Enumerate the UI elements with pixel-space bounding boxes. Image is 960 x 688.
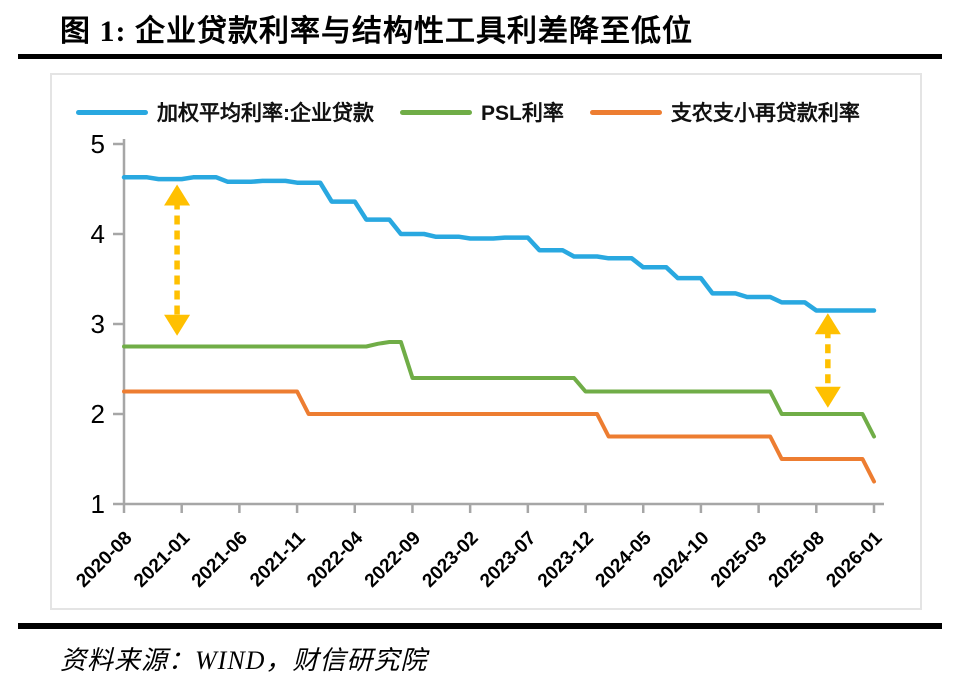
x-tick-label: 2023-12	[534, 528, 598, 592]
figure-title: 图 1: 企业贷款利率与结构性工具利差降至低位	[60, 15, 693, 48]
legend-label: 加权平均利率:企业贷款	[157, 102, 374, 125]
y-tick-label: 2	[91, 399, 105, 429]
legend-item-psl-rate: PSL利率	[400, 97, 564, 127]
legend-item-relending-rate: 支农支小再贷款利率	[589, 97, 860, 127]
x-tick-label: 2023-07	[476, 528, 540, 592]
x-tick-label: 2025-08	[765, 528, 829, 592]
series-line-2	[122, 389, 876, 484]
legend-item-corporate-loan-rate: 加权平均利率:企业贷款	[76, 97, 374, 127]
axes: 1 2 3 4 5 2020-082021-012021-062021-112022-04…	[72, 129, 886, 592]
chart-canvas: 1 2 3 4 5 2020-082021-012021-062021-112022-04…	[72, 129, 886, 592]
y-tick-label: 5	[91, 129, 105, 159]
series-line-1	[122, 340, 876, 439]
x-tick-label: 2020-08	[72, 528, 136, 592]
source-attribution: 资料来源：WIND，财信研究院	[60, 646, 428, 675]
x-tick-label: 2022-04	[303, 527, 367, 591]
spread-arrow-0	[164, 184, 191, 336]
chart-legend: 加权平均利率:企业贷款 PSL利率 支农支小再贷款利率	[76, 97, 860, 127]
arrow-head-down-icon	[814, 386, 841, 408]
x-tick-label: 2026-01	[822, 527, 886, 591]
arrow-head-up-icon	[164, 184, 191, 206]
series-line-0	[121, 175, 877, 313]
spread-arrow-1	[814, 313, 841, 408]
y-tick-label: 3	[91, 309, 105, 339]
arrow-head-up-icon	[814, 313, 841, 335]
title-underline-rule	[18, 54, 942, 59]
legend-label: 支农支小再贷款利率	[670, 102, 860, 125]
y-tick-label: 1	[91, 489, 105, 519]
x-tick-label: 2024-05	[592, 527, 656, 591]
chart-box: 加权平均利率:企业贷款 PSL利率 支农支小再贷款利率 1 2 3 4 5 2020-08…	[50, 73, 922, 610]
x-tick-label: 2021-06	[188, 528, 252, 592]
green-line-swatch-icon	[400, 109, 472, 115]
x-tick-label: 2021-11	[246, 527, 310, 591]
footer-rule	[18, 623, 942, 629]
x-tick-label: 2021-01	[130, 527, 194, 591]
blue-line-swatch-icon	[76, 109, 148, 115]
arrow-head-down-icon	[164, 314, 191, 336]
orange-line-swatch-icon	[589, 109, 662, 115]
legend-label: PSL利率	[481, 102, 564, 125]
x-tick-label: 2022-09	[361, 528, 425, 592]
x-tick-label: 2025-03	[707, 528, 771, 592]
y-tick-label: 4	[91, 219, 105, 249]
x-tick-label: 2023-02	[419, 528, 483, 592]
x-tick-label: 2024-10	[649, 528, 713, 592]
